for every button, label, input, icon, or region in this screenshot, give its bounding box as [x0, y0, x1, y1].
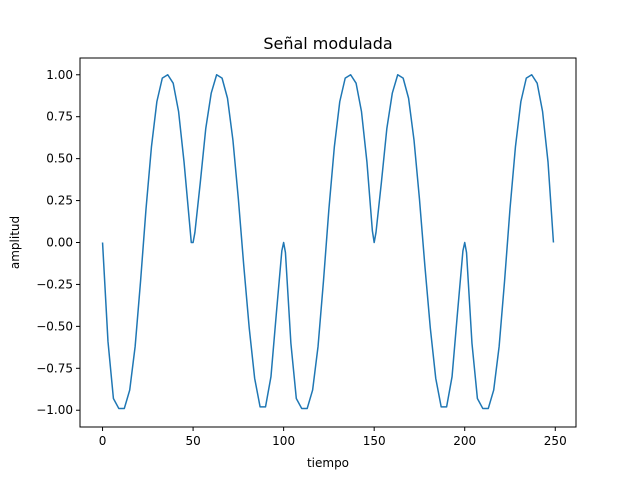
y-axis: −1.00 −0.75 −0.50 −0.25 0.00 0.25 0.50 0.75 1.00: [36, 68, 80, 417]
y-tick-label: 0.00: [46, 236, 73, 250]
x-axis: 0 50 100 150 200 250: [99, 427, 567, 448]
chart-title: Señal modulada: [263, 34, 392, 53]
x-tick-label: 50: [185, 434, 200, 448]
y-tick-label: −0.75: [36, 361, 73, 375]
y-tick-label: 0.75: [46, 110, 73, 124]
y-axis-label: amplitud: [8, 216, 22, 269]
y-tick-label: −0.25: [36, 277, 73, 291]
y-tick-label: −0.50: [36, 319, 73, 333]
y-tick-label: 0.50: [46, 152, 73, 166]
y-tick-label: 0.25: [46, 194, 73, 208]
x-tick-label: 100: [272, 434, 295, 448]
x-tick-label: 200: [453, 434, 476, 448]
series-line-0: [101, 74, 555, 410]
plot-frame: [79, 57, 577, 428]
x-tick-label: 250: [544, 434, 567, 448]
y-tick-label: −1.00: [36, 403, 73, 417]
x-tick-label: 0: [99, 434, 107, 448]
y-tick-label: 1.00: [46, 68, 73, 82]
x-tick-label: 150: [363, 434, 386, 448]
plot-area: [101, 74, 555, 410]
x-axis-label: tiempo: [307, 456, 349, 470]
